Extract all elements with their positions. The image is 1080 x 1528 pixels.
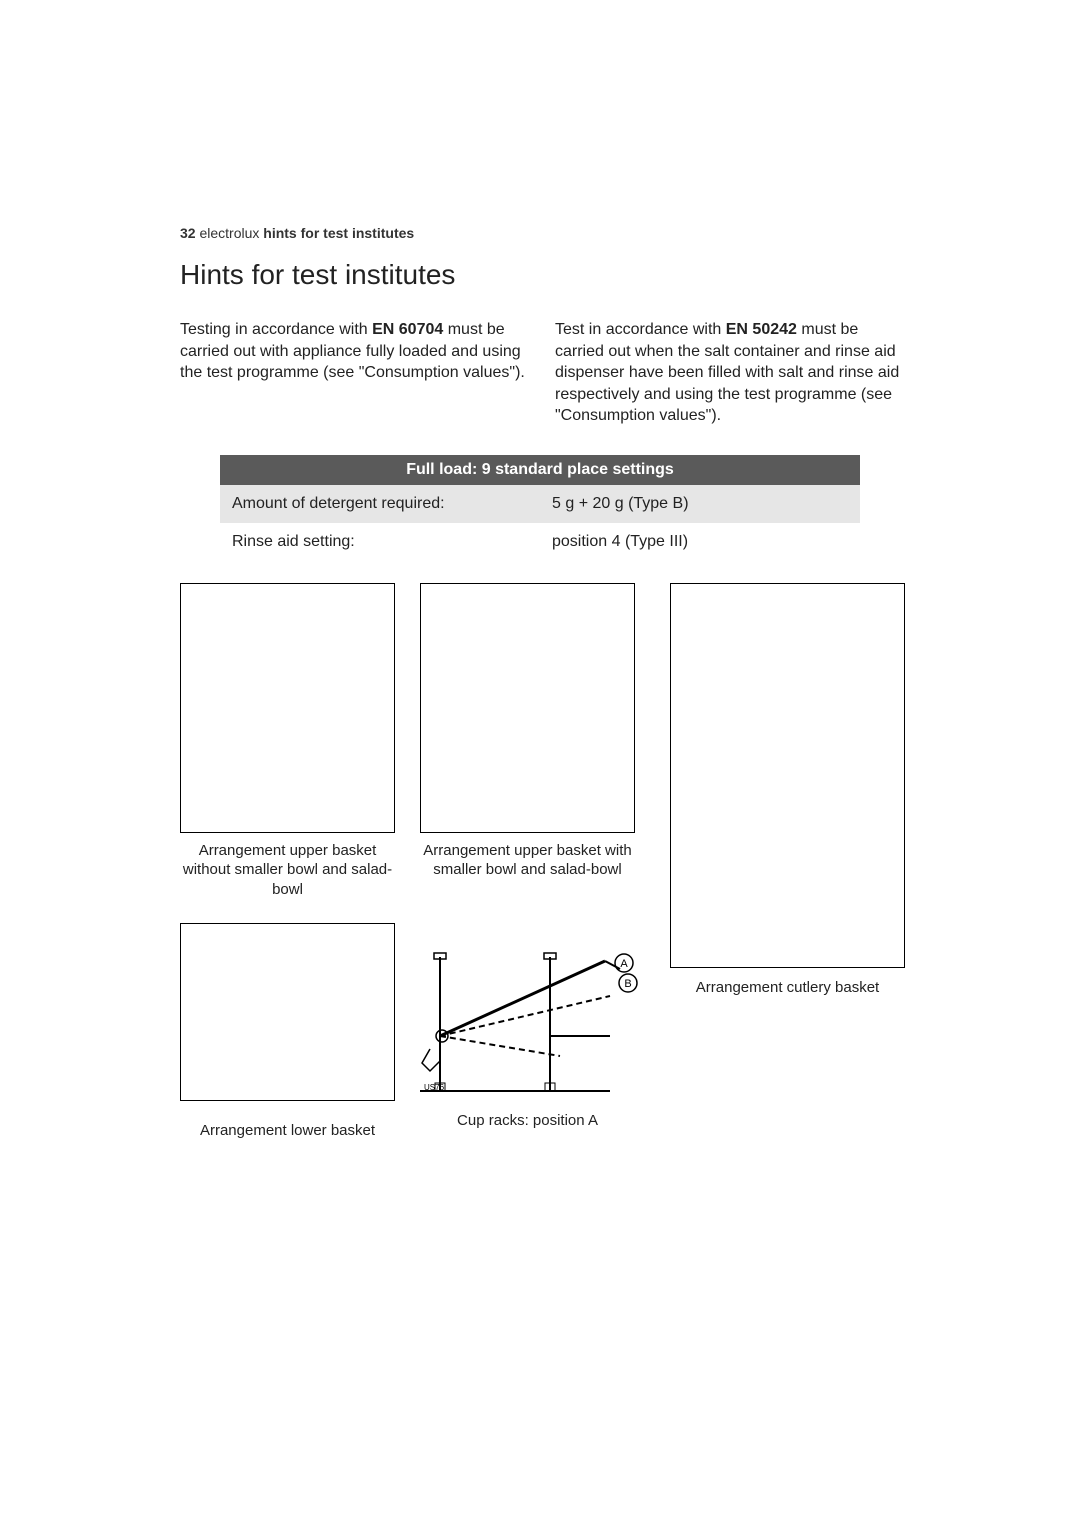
section-text: hints for test institutes — [263, 225, 414, 241]
right-pre: Test in accordance with — [555, 321, 726, 338]
page: 32 electrolux hints for test institutes … — [0, 0, 1080, 1133]
cup-rack-diagram: A B US76 — [410, 941, 650, 1101]
figure-box-upper-2 — [420, 583, 635, 833]
left-pre: Testing in accordance with — [180, 321, 372, 338]
page-title: Hints for test institutes — [180, 259, 900, 291]
settings-table: Full load: 9 standard place settings Amo… — [220, 455, 860, 561]
table-cell-label: Amount of detergent required: — [220, 485, 540, 523]
left-bold: EN 60704 — [372, 321, 443, 338]
table-cell-label: Rinse aid setting: — [220, 523, 540, 561]
caption-upper-1: Arrangement upper basket without smaller… — [180, 841, 395, 900]
table-row: Rinse aid setting: position 4 (Type III) — [220, 523, 860, 561]
caption-lower: Arrangement lower basket — [180, 1121, 395, 1141]
table-row: Amount of detergent required: 5 g + 20 g… — [220, 485, 860, 523]
right-paragraph: Test in accordance with EN 50242 must be… — [555, 319, 900, 427]
figure-area: Arrangement upper basket without smaller… — [180, 583, 900, 1133]
brand-text: electrolux — [199, 225, 259, 241]
left-paragraph: Testing in accordance with EN 60704 must… — [180, 319, 525, 427]
page-number: 32 — [180, 225, 196, 241]
diagram-label-a: A — [620, 958, 628, 970]
figure-box-cutlery — [670, 583, 905, 968]
caption-cup-racks: Cup racks: position A — [420, 1111, 635, 1131]
caption-cutlery: Arrangement cutlery basket — [670, 978, 905, 998]
caption-upper-2: Arrangement upper basket with smaller bo… — [420, 841, 635, 880]
intro-columns: Testing in accordance with EN 60704 must… — [180, 319, 900, 427]
right-bold: EN 50242 — [726, 321, 797, 338]
table-header: Full load: 9 standard place settings — [220, 455, 860, 485]
table-cell-value: 5 g + 20 g (Type B) — [540, 485, 860, 523]
table-cell-value: position 4 (Type III) — [540, 523, 860, 561]
figure-box-lower — [180, 923, 395, 1101]
running-header: 32 electrolux hints for test institutes — [180, 225, 900, 241]
diagram-ref: US76 — [424, 1083, 445, 1092]
figure-box-upper-1 — [180, 583, 395, 833]
diagram-label-b: B — [624, 978, 631, 990]
